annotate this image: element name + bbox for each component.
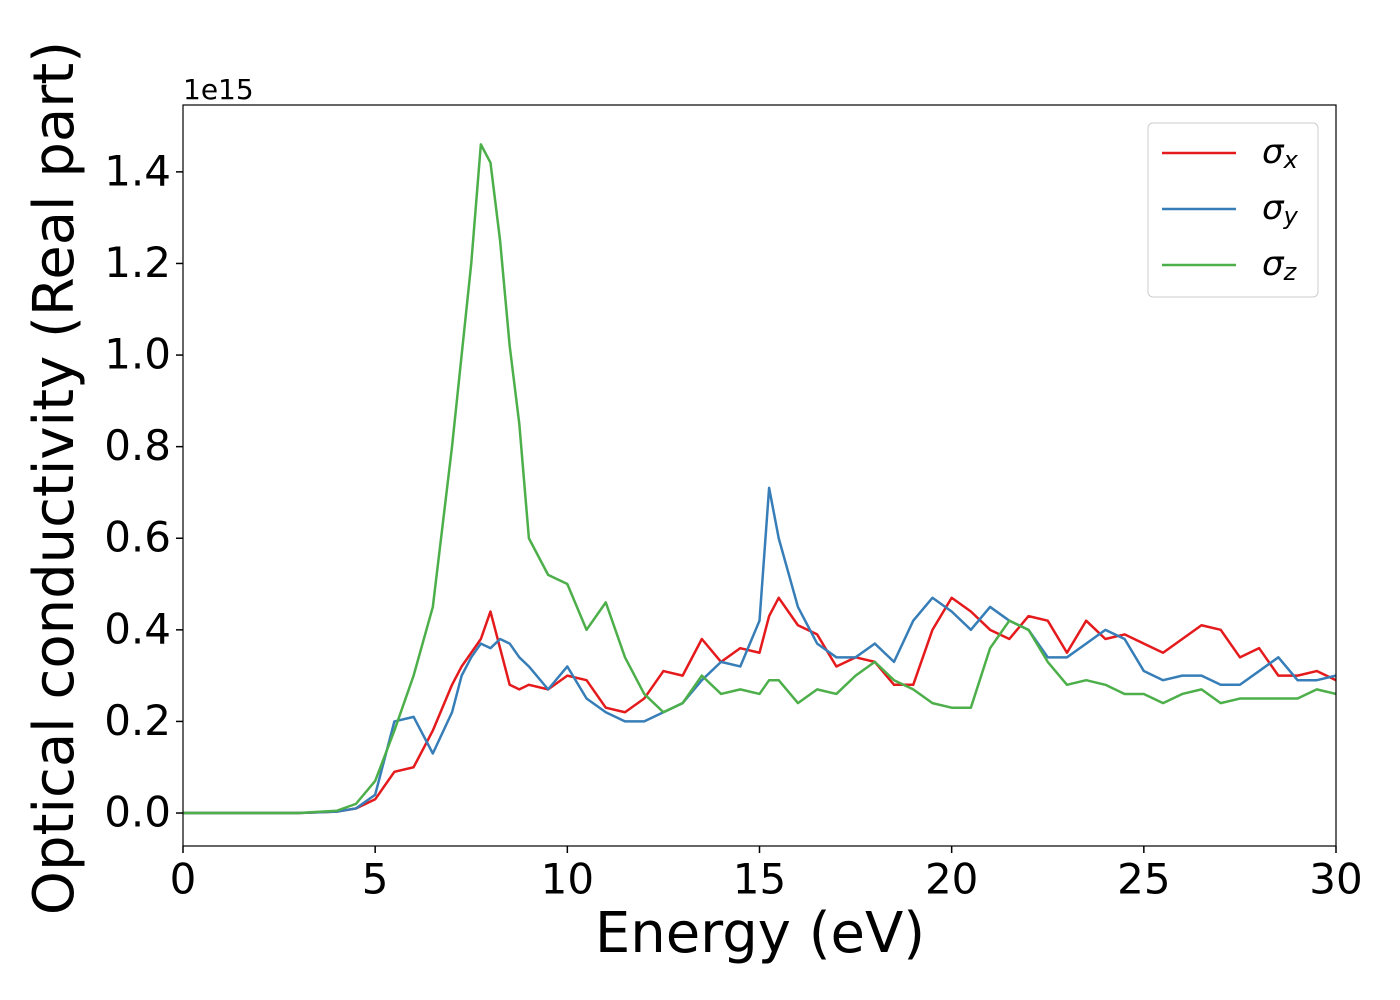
y-tick-label: 0.6	[104, 513, 171, 562]
legend-label: σy	[1262, 188, 1299, 231]
y-tick-label: 1.2	[104, 238, 171, 287]
series-line	[183, 143, 1337, 815]
y-tick-label: 0.4	[104, 604, 171, 653]
x-tick-label: 10	[541, 855, 594, 904]
x-tick-label: 20	[925, 855, 978, 904]
plot-frame	[182, 104, 1337, 847]
series-line	[183, 486, 1337, 815]
x-axis-label: Energy (eV)	[595, 901, 925, 966]
y-axis-label: Optical conductivity (Real part)	[22, 41, 87, 915]
x-tick-label: 30	[1309, 855, 1362, 904]
y-tick-label: 1.4	[104, 146, 171, 195]
x-tick-label: 5	[362, 855, 389, 904]
x-tick-label: 25	[1117, 855, 1170, 904]
y-tick-label: 0.2	[104, 696, 171, 745]
y-tick-label: 1.0	[104, 330, 171, 379]
legend-label: σx	[1262, 132, 1299, 175]
legend: σx σy σz	[1147, 122, 1319, 298]
y-tick-label: 0.0	[104, 788, 171, 837]
legend-label: σz	[1262, 244, 1298, 287]
series-line	[183, 596, 1337, 815]
y-tick-label: 0.8	[104, 421, 171, 470]
x-tick-label: 15	[733, 855, 786, 904]
x-tick-label: 0	[170, 855, 197, 904]
y-offset-label: 1e15	[183, 73, 254, 106]
